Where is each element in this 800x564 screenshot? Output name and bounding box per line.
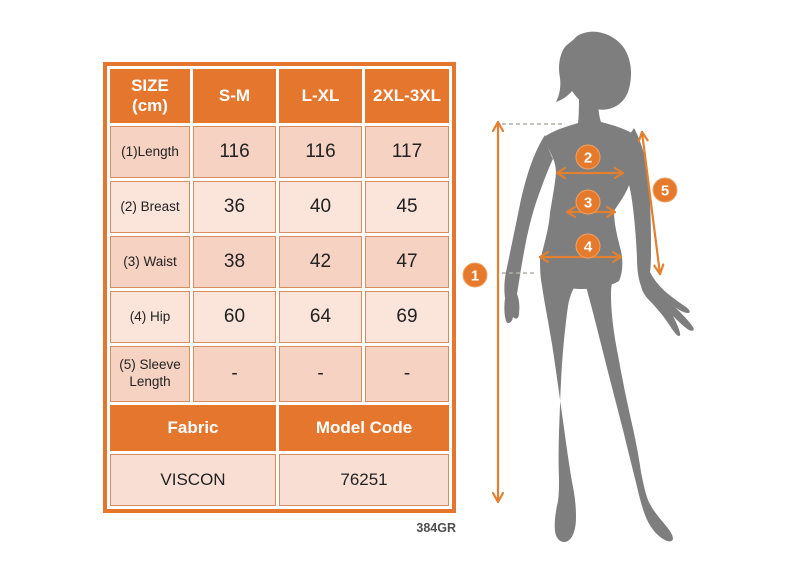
sleeve-lxl: - [279,346,362,402]
row-label-waist: (3) Waist [110,236,190,288]
waist-2xl3xl: 47 [365,236,449,288]
row-label-breast: (2) Breast [110,181,190,233]
marker-1: 1 [462,262,488,288]
measurement-figure: 1 2 3 4 5 [460,10,720,550]
marker-2-label: 2 [584,150,592,167]
model-code-header-cell: Model Code [279,405,449,451]
marker-5-label: 5 [661,183,669,200]
header-cell-lxl: L-XL [279,69,362,123]
breast-sm: 36 [193,181,276,233]
woman-silhouette-icon [504,31,694,542]
size-table: SIZE (cm) S-M L-XL 2XL-3XL (1)Length 116… [103,62,456,513]
table-fabric-header-row: Fabric Model Code [110,405,449,451]
marker-2: 2 [575,144,601,170]
marker-4-label: 4 [584,239,593,256]
breast-lxl: 40 [279,181,362,233]
marker-1-label: 1 [471,268,479,285]
hip-sm: 60 [193,291,276,343]
marker-3: 3 [575,189,601,215]
table-row-hip: (4) Hip 60 64 69 [110,291,449,343]
hip-measure-arrow [538,250,623,264]
hip-2xl3xl: 69 [365,291,449,343]
breast-measure-arrow [555,166,625,180]
breast-2xl3xl: 45 [365,181,449,233]
header-size-line2: (cm) [132,96,168,115]
table-row-length: (1)Length 116 116 117 [110,126,449,178]
header-cell-sm: S-M [193,69,276,123]
sleeve-measure-arrow [637,130,665,276]
table-fabric-value-row: VISCON 76251 [110,454,449,506]
header-cell-size: SIZE (cm) [110,69,190,123]
length-sm: 116 [193,126,276,178]
marker-3-label: 3 [584,195,592,212]
length-measure-arrow [491,120,505,504]
marker-5: 5 [652,177,678,203]
model-code-value-cell: 76251 [279,454,449,506]
row-label-length: (1)Length [110,126,190,178]
sleeve-2xl3xl: - [365,346,449,402]
fabric-header-cell: Fabric [110,405,276,451]
waist-sm: 38 [193,236,276,288]
length-lxl: 116 [279,126,362,178]
style-code-footnote: 384GR [416,521,456,535]
table-header-row: SIZE (cm) S-M L-XL 2XL-3XL [110,69,449,123]
row-label-sleeve: (5) Sleeve Length [110,346,190,402]
fabric-value-cell: VISCON [110,454,276,506]
length-2xl3xl: 117 [365,126,449,178]
header-size-line1: SIZE [131,76,169,96]
marker-4: 4 [575,233,601,259]
row-label-hip: (4) Hip [110,291,190,343]
waist-lxl: 42 [279,236,362,288]
sleeve-sm: - [193,346,276,402]
table-row-waist: (3) Waist 38 42 47 [110,236,449,288]
table-row-breast: (2) Breast 36 40 45 [110,181,449,233]
hip-lxl: 64 [279,291,362,343]
header-cell-2xl3xl: 2XL-3XL [365,69,449,123]
table-row-sleeve: (5) Sleeve Length - - - [110,346,449,402]
